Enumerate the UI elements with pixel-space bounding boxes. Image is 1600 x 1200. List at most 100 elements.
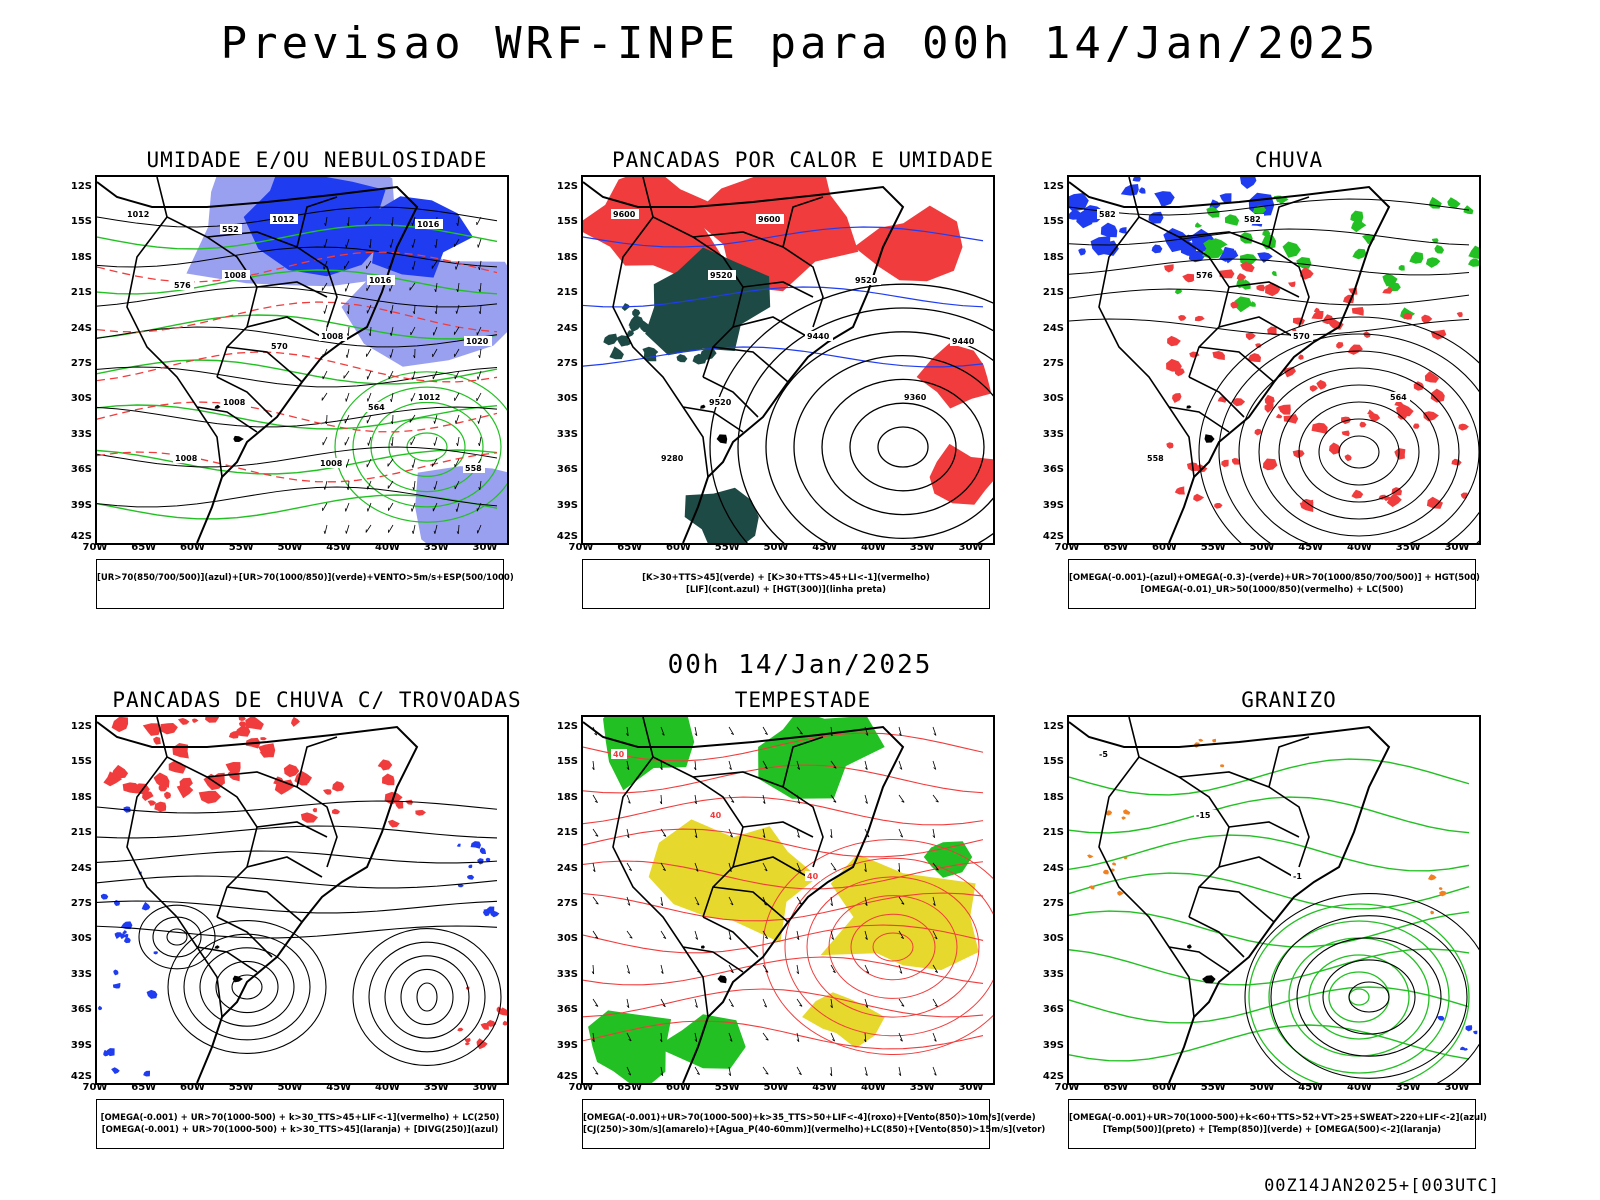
state-border (1228, 821, 1300, 838)
lon-tick-label: 35W (909, 1082, 935, 1093)
precip-area (1341, 430, 1350, 437)
map-frame: 40 40 40 (581, 715, 995, 1085)
wind-vector (864, 794, 868, 804)
lat-tick-label: 24S (70, 862, 92, 874)
lat-tick-label: 12S (70, 721, 92, 732)
wind-vector (762, 998, 768, 1008)
wind-vector (411, 216, 416, 226)
lat-tick-label: 18S (1042, 791, 1064, 803)
divergence-250 (470, 841, 481, 849)
precip-area (1451, 458, 1462, 466)
contour-label-bg (853, 275, 881, 285)
temp-850-contour (1069, 758, 1470, 796)
wind-vector (694, 1066, 700, 1076)
main-title: Previsao WRF-INPE para 00h 14/Jan/2025 (220, 18, 1380, 69)
divergence-250 (482, 910, 490, 917)
convective-area (712, 296, 726, 307)
lon-tick-label: 50W (277, 1082, 303, 1093)
wind-vector (365, 524, 372, 533)
wind-vector (694, 726, 698, 737)
lat-tick-label: 27S (556, 358, 578, 369)
lon-tick-label: 70W (82, 542, 108, 553)
wind-vector (390, 436, 394, 447)
coastline (97, 181, 419, 543)
contour-label: 1008 (224, 271, 247, 280)
wind-vector (626, 896, 631, 906)
wind-vector (478, 260, 482, 271)
precip-area (1316, 379, 1327, 390)
hail-area (1472, 1030, 1478, 1035)
thunderstorm-area (457, 1027, 464, 1032)
wind-vector (434, 304, 438, 315)
omega-weak (1154, 191, 1175, 208)
state-border (682, 406, 744, 433)
lat-tick-label: 33S (556, 428, 578, 440)
contour-label-bg (464, 336, 492, 346)
wind-vector (454, 370, 460, 380)
wind-vector (323, 304, 328, 314)
lat-tick-label: 21S (1042, 287, 1064, 299)
humidity-low-levels (97, 404, 498, 430)
lon-tick-label: 65W (131, 542, 157, 553)
contour-label-bg (1242, 214, 1264, 224)
omega-strong (1352, 248, 1367, 260)
wind-vector (728, 1066, 732, 1077)
precip-area (1178, 315, 1187, 321)
legend-line: [OMEGA(-0.001) + UR>70(1000-500) + k>30_… (101, 1125, 499, 1135)
precip-area (1283, 366, 1296, 378)
wind-850-strong (923, 841, 973, 878)
lon-tick-label: 40W (861, 542, 886, 553)
lat-tick-label: 39S (70, 1039, 92, 1051)
precip-area (1277, 404, 1291, 415)
lon-tick-label: 60W (666, 1082, 691, 1093)
lake (700, 404, 706, 409)
contour-label: 9440 (952, 337, 975, 346)
wind-vector (455, 260, 460, 270)
height-300-contour (877, 426, 929, 468)
lagoa-dos-patos (232, 975, 243, 983)
precip-area (1212, 351, 1225, 360)
wind-vector (864, 896, 868, 906)
precipitable-water-contour (583, 828, 984, 858)
divergence-250 (143, 1070, 150, 1077)
thickness-contour (97, 451, 498, 483)
precip-area (1382, 287, 1393, 294)
thunderstorm-area (382, 773, 395, 786)
thunderstorm-area (379, 759, 393, 771)
state-border (1098, 216, 1195, 478)
precip-area (1214, 503, 1223, 509)
state-border (692, 231, 824, 328)
humidity-low-levels (370, 401, 484, 493)
lat-tick-label: 21S (556, 827, 578, 839)
wind-vector (345, 348, 350, 358)
omega-strong (1431, 238, 1439, 243)
thunderstorm-area (291, 717, 300, 727)
state-border (1128, 177, 1230, 378)
wind-vector (409, 282, 416, 291)
wind-vector (454, 238, 460, 247)
contour-label-bg (659, 453, 687, 463)
omega-strong (1282, 241, 1301, 258)
valid-time-title: 00h 14/Jan/2025 (667, 650, 933, 680)
convective-area (692, 353, 707, 365)
lon-tick-label: 45W (812, 1082, 838, 1093)
temp-850-contour (1308, 954, 1410, 1040)
panel-pancadas: PANCADAS POR CALOR E UMIDADE 9600 9520 9440… (557, 148, 1043, 628)
lon-tick-label: 55W (714, 542, 740, 553)
wind-vector (476, 392, 482, 402)
precip-area (1166, 358, 1182, 372)
lat-tick-label: 12S (556, 721, 578, 732)
wind-vector (932, 1066, 937, 1076)
wind-vector (728, 794, 735, 803)
wind-vector (410, 392, 416, 402)
wind-vector (387, 458, 394, 467)
precip-area (1424, 371, 1440, 383)
precip-area (1283, 414, 1299, 424)
map-frame: 9600 9520 9440 9360 9280 9600 9520 9440 9520 (581, 175, 995, 545)
state-border (226, 346, 303, 383)
humidity-low-levels (97, 449, 498, 475)
wind-vector (796, 828, 800, 838)
state-border (1228, 281, 1300, 298)
wind-vector (829, 1066, 833, 1077)
lat-tick-label: 18S (1042, 251, 1064, 263)
